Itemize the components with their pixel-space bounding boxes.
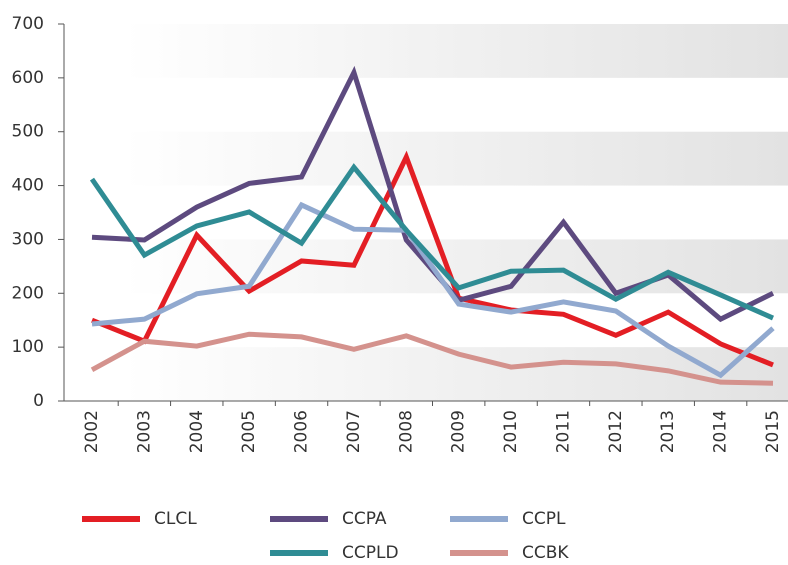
y-tick-label: 100 <box>12 337 44 357</box>
bands <box>124 24 788 401</box>
y-tick-label: 300 <box>12 229 44 249</box>
series-line <box>91 150 774 368</box>
x-tick-label: 2009 <box>449 410 469 453</box>
series-line <box>91 201 775 379</box>
series-line <box>90 331 774 386</box>
legend-label: CCPL <box>522 509 566 529</box>
grid-band <box>124 24 788 78</box>
x-tick-label: 2002 <box>82 410 102 453</box>
x-tick-label: 2003 <box>134 410 154 453</box>
x-tick-label: 2011 <box>553 410 573 453</box>
legend-label: CCPLD <box>342 543 399 563</box>
y-tick-label: 0 <box>33 391 44 411</box>
plot <box>89 65 775 386</box>
x-tick-label: 2008 <box>396 410 416 453</box>
series-line <box>89 163 775 321</box>
legend-label: CCBK <box>522 543 569 563</box>
x-tick-label: 2015 <box>763 410 783 453</box>
x-tick-label: 2007 <box>344 410 364 453</box>
grid-band <box>124 131 788 186</box>
legend-label: CLCL <box>154 509 197 529</box>
x-tick-label: 2004 <box>187 410 207 453</box>
x-tick-label: 2014 <box>711 410 731 453</box>
x-tick-label: 2006 <box>292 410 312 453</box>
y-tick-label: 600 <box>12 68 44 88</box>
y-tick-label: 700 <box>12 14 44 34</box>
x-tick-label: 2013 <box>658 410 678 453</box>
legend-label: CCPA <box>342 509 387 529</box>
y-tick-label: 400 <box>12 176 44 196</box>
x-tick-label: 2012 <box>606 410 626 453</box>
y-tick-label: 200 <box>12 283 44 303</box>
y-tick-label: 500 <box>12 122 44 142</box>
x-tick-label: 2005 <box>239 410 259 453</box>
x-tick-label: 2010 <box>501 410 521 453</box>
